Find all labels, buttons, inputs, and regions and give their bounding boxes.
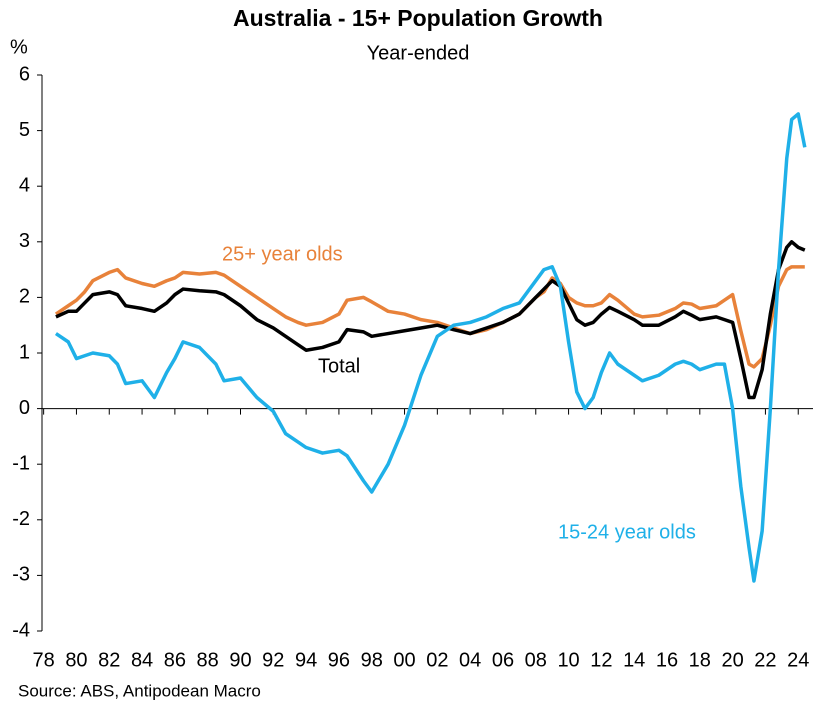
x-tick-label: 06 <box>492 649 514 671</box>
x-tick-label: 02 <box>426 649 448 671</box>
y-tick-label: 4 <box>19 174 30 196</box>
y-unit: % <box>10 36 28 58</box>
x-tick-label: 98 <box>361 649 383 671</box>
x-tick-label: 90 <box>229 649 251 671</box>
y-tick-label: -2 <box>12 508 30 530</box>
x-tick-label: 08 <box>525 649 547 671</box>
x-tick-label: 82 <box>98 649 120 671</box>
x-tick-label: 24 <box>787 649 809 671</box>
series-line <box>54 112 807 583</box>
y-tick-label: 0 <box>19 397 30 419</box>
x-tick-label: 96 <box>328 649 350 671</box>
y-tick-label: 6 <box>19 63 30 85</box>
x-tick-label: 92 <box>262 649 284 671</box>
y-tick-label: 1 <box>19 341 30 363</box>
x-tick-label: 16 <box>656 649 678 671</box>
x-tick-label: 22 <box>754 649 776 671</box>
series-label: 25+ year olds <box>222 243 343 265</box>
series-label: 15-24 year olds <box>558 521 696 543</box>
x-tick-label: 78 <box>33 649 55 671</box>
x-tick-label: 84 <box>131 649 153 671</box>
series-label: Total <box>318 355 360 377</box>
x-tick-label: 20 <box>721 649 743 671</box>
y-tick-label: 2 <box>19 286 30 308</box>
y-tick-label: 5 <box>19 119 30 141</box>
x-tick-label: 14 <box>623 649 645 671</box>
x-tick-label: 00 <box>393 649 415 671</box>
y-tick-label: -1 <box>12 452 30 474</box>
x-tick-label: 04 <box>459 649 481 671</box>
y-tick-label: -3 <box>12 564 30 586</box>
source: Source: ABS, Antipodean Macro <box>18 681 261 700</box>
y-tick-label: 3 <box>19 230 30 252</box>
chart-title: Australia - 15+ Population Growth <box>233 5 603 31</box>
x-tick-label: 88 <box>197 649 219 671</box>
x-tick-label: 10 <box>557 649 579 671</box>
y-tick-label: -4 <box>12 619 30 641</box>
x-tick-label: 86 <box>164 649 186 671</box>
x-tick-label: 18 <box>689 649 711 671</box>
x-tick-label: 80 <box>65 649 87 671</box>
series-line <box>55 240 806 400</box>
x-tick-label: 12 <box>590 649 612 671</box>
chart-subtitle: Year-ended <box>367 42 470 64</box>
x-tick-label: 94 <box>295 649 317 671</box>
